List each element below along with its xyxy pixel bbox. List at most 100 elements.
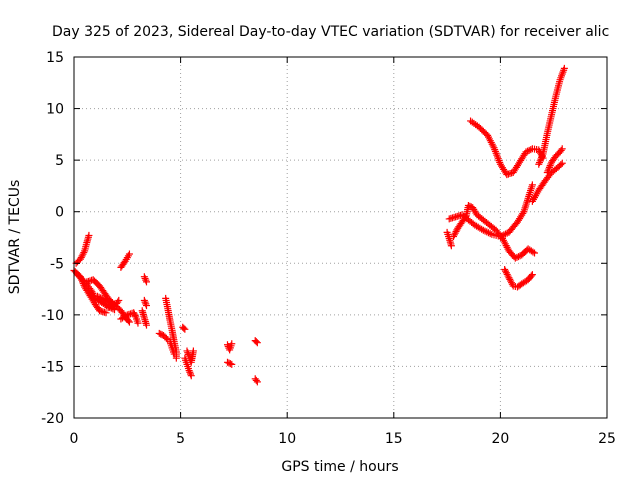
data-track [155,329,172,344]
data-point [142,276,150,284]
data-point [524,147,532,155]
data-point [140,296,148,304]
data-track [467,117,547,179]
data-point [228,360,236,368]
data-point [180,324,188,332]
data-point [90,291,98,299]
data-point [481,227,489,235]
x-tick-label: 10 [278,431,296,447]
x-tick-label: 0 [70,431,79,447]
data-point [187,372,195,380]
data-point [535,160,543,168]
data-point [515,253,523,261]
data-track [251,375,261,386]
x-tick-label: 25 [598,431,616,447]
data-point [486,230,494,238]
data-track [224,340,236,354]
data-point [80,249,88,257]
plot-frame [73,56,608,419]
data-point [76,255,84,263]
y-tick-label: -10 [41,308,64,324]
data-point [141,274,149,282]
data-point [101,296,109,304]
y-tick-label: 10 [46,102,64,118]
y-tick-label: -15 [41,359,64,375]
data-track [251,337,261,347]
data-point [253,378,261,386]
data-point [131,312,139,320]
data-point [189,347,197,355]
x-tick-label: 15 [385,431,403,447]
data-point [557,146,565,154]
y-tick-label: -20 [41,411,64,427]
data-point [528,271,536,279]
data-point [87,286,95,294]
data-point [103,297,111,305]
data-track [224,358,236,368]
data-point [558,159,566,167]
data-point [546,162,554,170]
data-point [228,340,236,348]
data-track [543,145,566,177]
data-point [558,145,566,153]
data-point [538,153,546,161]
data-point [122,312,130,320]
data-point [507,277,515,285]
data-track [83,276,116,306]
data-series [70,64,568,386]
data-point [525,146,533,154]
y-axis-label: SDTVAR / TECUs [7,180,23,295]
data-point [98,295,106,303]
data-track [535,64,568,168]
data-track [166,338,178,358]
data-point [142,278,150,286]
data-point [185,367,193,375]
chart-title: Day 325 of 2023, Sidereal Day-to-day VTE… [52,24,609,40]
data-point [452,228,460,236]
data-point [78,252,86,260]
data-point [97,294,105,302]
data-point [501,265,509,273]
data-track [443,228,455,250]
data-point [114,298,122,306]
data-point [125,318,133,326]
data-point [513,253,521,261]
data-point [107,302,115,310]
data-track [140,296,150,310]
data-point [519,209,527,217]
data-point [102,309,110,317]
data-point [125,250,133,258]
data-track [138,307,150,329]
data-point [88,288,96,296]
data-point [560,64,568,72]
data-point [89,289,97,297]
y-tick-label: -5 [50,256,64,272]
data-point [253,339,261,347]
data-track [449,202,539,262]
data-point [537,155,545,163]
x-tick-label: 5 [176,431,185,447]
data-point [124,317,132,325]
data-point [545,165,553,173]
data-point [527,272,535,280]
data-point [140,273,148,281]
data-point [529,248,537,256]
data-point [449,232,457,240]
data-point [538,152,546,160]
data-point [502,267,510,275]
data-point [450,231,458,239]
data-point [484,229,492,237]
data-point [504,272,512,280]
data-point [170,350,178,358]
data-point [536,157,544,165]
data-point [483,228,491,236]
data-point [186,368,194,376]
data-point [505,274,513,282]
data-point [502,230,510,238]
series-0 [70,64,568,386]
data-track [117,309,142,327]
data-track [179,323,189,333]
data-point [479,226,487,234]
data-point [226,360,234,368]
